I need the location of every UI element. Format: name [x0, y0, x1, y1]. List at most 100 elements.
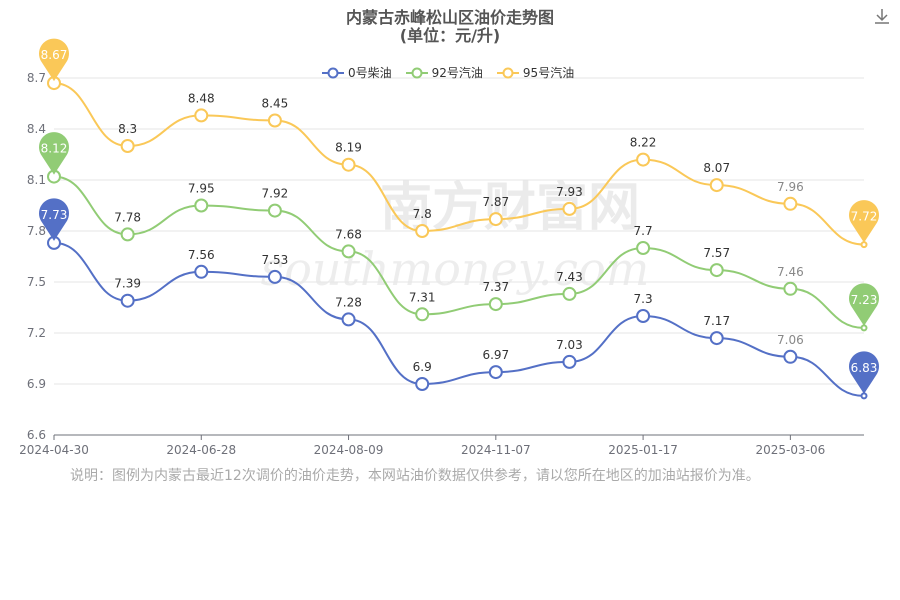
data-label-diesel0: 7.03 — [556, 338, 583, 352]
legend-swatch-gas95 — [496, 67, 519, 78]
data-point-gas95 — [709, 178, 724, 193]
data-label-gas95: 8.45 — [262, 97, 289, 111]
data-label-diesel0: 6.9 — [413, 360, 432, 374]
data-label-diesel0: 7.3 — [634, 292, 653, 306]
data-point-gas95 — [636, 152, 651, 167]
data-label-gas95: 7.93 — [556, 185, 583, 199]
data-label-gas92: 7.31 — [409, 290, 436, 304]
data-label-gas95: 8.19 — [335, 141, 362, 155]
data-point-diesel0 — [415, 377, 430, 391]
legend-item-gas92[interactable]: 92号汽油 — [405, 64, 483, 81]
data-point-diesel0 — [636, 309, 651, 323]
legend-item-diesel0[interactable]: 0号柴油 — [322, 64, 392, 81]
marker-label-gas92: 8.12 — [41, 142, 68, 156]
x-tick-label: 2024-06-28 — [166, 443, 236, 457]
data-label-diesel0: 7.53 — [262, 253, 289, 267]
data-point-gas92 — [783, 281, 798, 296]
chart-legend: 0号柴油 92号汽油 95号汽油 — [322, 64, 574, 81]
y-tick-label: 8.4 — [27, 122, 46, 136]
data-point-gas95 — [194, 108, 209, 123]
data-point-gas92 — [415, 307, 430, 322]
chart-note: 说明：图例为内蒙古最近12次调价的油价走势，本网站油价数据仅供参考，请以您所在地… — [70, 468, 760, 484]
x-tick-label: 2024-08-09 — [314, 443, 384, 457]
marker-label-gas92: 7.23 — [851, 293, 878, 307]
x-tick-label: 2025-03-06 — [755, 443, 825, 457]
x-tick-label: 2024-04-30 — [19, 443, 89, 457]
data-label-gas92: 7.43 — [556, 270, 583, 284]
data-label-gas92: 7.78 — [114, 210, 141, 224]
data-point-gas95 — [267, 113, 282, 128]
series-line-diesel0 — [53, 241, 865, 397]
data-point-gas92 — [488, 297, 503, 312]
data-point-gas95 — [562, 201, 577, 216]
legend-swatch-diesel0 — [322, 67, 344, 78]
series-line-gas92 — [53, 175, 865, 329]
data-point-gas92 — [860, 324, 868, 332]
data-label-gas95: 7.87 — [482, 195, 509, 209]
data-label-gas95: 8.22 — [630, 136, 657, 150]
y-tick-label: 7.2 — [27, 326, 46, 340]
x-tick-label: 2025-01-17 — [608, 443, 678, 457]
data-label-diesel0: 7.28 — [335, 295, 362, 309]
marker-label-diesel0: 7.73 — [41, 208, 68, 222]
data-label-gas95: 8.48 — [188, 91, 215, 105]
data-label-gas92: 7.95 — [188, 182, 215, 196]
data-point-diesel0 — [783, 349, 798, 364]
y-tick-label: 7.5 — [27, 275, 46, 289]
data-point-gas95 — [415, 224, 430, 238]
x-tick-label: 2024-11-07 — [461, 443, 531, 457]
data-point-gas92 — [120, 227, 135, 242]
data-point-diesel0 — [860, 392, 868, 400]
marker-pin-gas95 — [849, 200, 880, 243]
marker-pin-gas92 — [39, 132, 70, 175]
data-point-diesel0 — [488, 365, 503, 380]
data-point-gas95 — [860, 241, 868, 249]
y-tick-label: 6.6 — [27, 428, 46, 442]
marker-label-gas95: 7.72 — [851, 210, 878, 224]
y-tick-label: 8.7 — [27, 71, 46, 85]
data-label-diesel0: 7.39 — [114, 277, 141, 291]
data-point-diesel0 — [562, 354, 577, 369]
y-tick-label: 6.9 — [27, 377, 46, 391]
data-point-gas95 — [488, 212, 503, 227]
data-label-gas92: 7.92 — [262, 187, 289, 201]
data-point-diesel0 — [267, 269, 282, 284]
data-label-gas95: 8.07 — [703, 161, 730, 175]
marker-label-gas95: 8.67 — [41, 48, 68, 62]
data-label-diesel0: 6.97 — [482, 348, 509, 362]
legend-label-gas95: 95号汽油 — [522, 66, 575, 80]
marker-pin-diesel0 — [39, 198, 70, 241]
data-point-gas92 — [636, 241, 651, 255]
marker-pin-gas92 — [849, 283, 880, 326]
data-label-diesel0: 7.56 — [188, 248, 215, 262]
data-point-diesel0 — [120, 293, 135, 308]
data-label-diesel0: 7.17 — [703, 314, 730, 328]
data-point-gas92 — [709, 263, 724, 278]
data-point-diesel0 — [194, 264, 209, 279]
data-point-gas92 — [562, 286, 577, 301]
download-icon[interactable] — [872, 6, 892, 26]
data-point-gas92 — [267, 203, 282, 218]
data-label-gas92: 7.7 — [634, 224, 653, 238]
chart-subtitle: (单位：元/升) — [399, 26, 501, 45]
data-label-gas95: 7.8 — [413, 207, 432, 221]
data-label-diesel0: 7.06 — [777, 333, 804, 347]
data-label-gas92: 7.37 — [482, 280, 509, 294]
marker-pin-diesel0 — [849, 351, 880, 394]
data-label-gas92: 7.57 — [703, 246, 730, 260]
data-point-gas95 — [120, 139, 135, 153]
data-label-gas92: 7.46 — [777, 265, 804, 279]
data-point-gas95 — [783, 196, 798, 211]
data-label-gas92: 7.68 — [335, 227, 362, 241]
watermark-subtext: southmoney.com — [261, 242, 650, 296]
legend-item-gas95[interactable]: 95号汽油 — [496, 64, 575, 81]
y-tick-label: 7.8 — [27, 224, 46, 238]
data-label-gas95: 7.96 — [777, 180, 804, 194]
y-tick-label: 8.1 — [27, 173, 46, 187]
marker-label-diesel0: 6.83 — [851, 361, 878, 375]
data-point-gas95 — [341, 157, 356, 172]
data-label-gas95: 8.3 — [118, 122, 137, 136]
marker-pin-gas95 — [39, 38, 70, 82]
chart-title: 内蒙古赤峰松山区油价走势图 — [345, 8, 554, 27]
